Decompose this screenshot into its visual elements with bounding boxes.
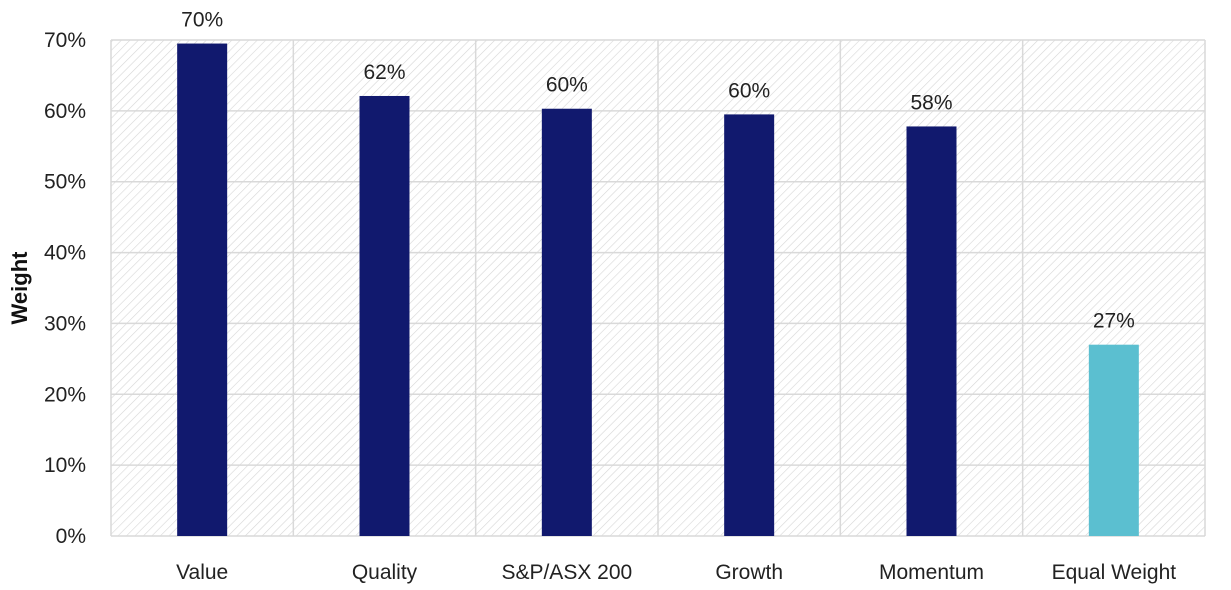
x-tick-label: S&P/ASX 200 xyxy=(501,561,632,584)
bars xyxy=(177,43,1139,537)
y-tick-label: 60% xyxy=(44,100,86,123)
y-tick-label: 40% xyxy=(44,242,86,265)
bar xyxy=(359,95,410,536)
bar xyxy=(1088,344,1139,536)
data-label: 62% xyxy=(363,61,405,84)
x-tick-label: Value xyxy=(176,561,228,584)
data-label: 60% xyxy=(546,74,588,97)
x-tick-label: Momentum xyxy=(879,561,984,584)
gridlines xyxy=(110,39,1206,537)
data-label: 70% xyxy=(181,9,223,32)
y-tick-label: 50% xyxy=(44,171,86,194)
x-tick-label: Growth xyxy=(715,561,783,584)
bar xyxy=(541,108,592,536)
data-labels: 70% 62% 60% 60% 58% 27% xyxy=(181,9,1135,333)
bar xyxy=(177,43,228,537)
y-tick-label: 20% xyxy=(44,383,86,406)
bar xyxy=(906,126,957,537)
y-tick-label: 0% xyxy=(56,525,86,548)
x-axis-ticks: Value Quality S&P/ASX 200 Growth Momentum Equ… xyxy=(176,561,1176,584)
y-axis-label: Weight xyxy=(7,251,32,325)
data-label: 60% xyxy=(728,79,770,102)
y-tick-label: 10% xyxy=(44,454,86,477)
x-tick-label: Equal Weight xyxy=(1052,561,1177,584)
bar xyxy=(724,114,775,537)
y-tick-label: 70% xyxy=(44,29,86,52)
x-tick-label: Quality xyxy=(352,561,418,584)
data-label: 27% xyxy=(1093,310,1135,333)
y-axis-ticks: 0% 10% 20% 30% 40% 50% 60% 70% xyxy=(44,29,86,548)
data-label: 58% xyxy=(910,91,952,114)
y-tick-label: 30% xyxy=(44,312,86,335)
